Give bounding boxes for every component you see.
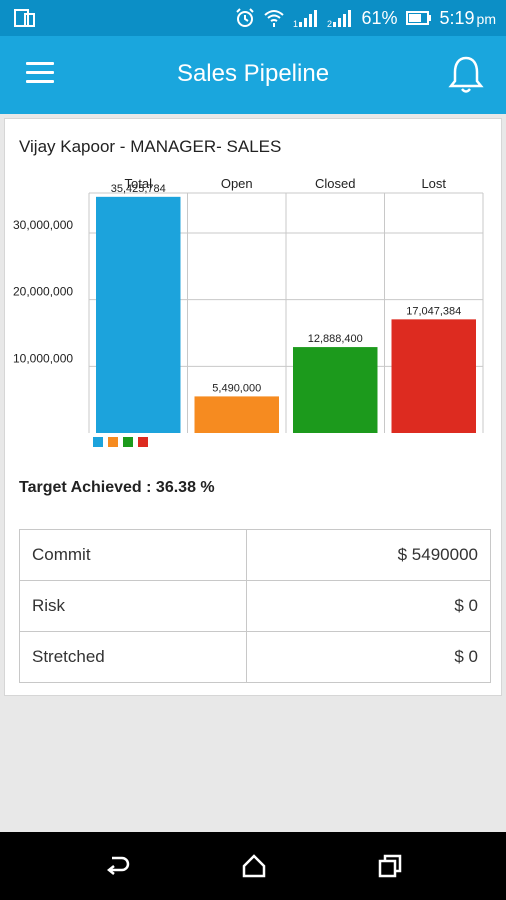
battery-percent: 61% bbox=[361, 7, 398, 28]
menu-icon[interactable] bbox=[26, 62, 54, 86]
navigation-bar bbox=[0, 832, 506, 900]
category-label: Lost bbox=[421, 176, 446, 191]
pipeline-chart: 10,000,000 20,000,000 30,000,000 Total35,42… bbox=[13, 176, 484, 447]
legend-swatch bbox=[108, 437, 118, 447]
svg-text:1: 1 bbox=[293, 19, 298, 28]
home-icon[interactable] bbox=[240, 852, 268, 880]
wifi-icon bbox=[264, 10, 285, 27]
y-tick-label: 30,000,000 bbox=[13, 218, 73, 232]
category-label: Closed bbox=[315, 176, 355, 191]
table-row: Commit $ 5490000 bbox=[19, 529, 492, 581]
manager-name: Vijay Kapoor - MANAGER- SALES bbox=[19, 137, 282, 156]
table-row: Stretched $ 0 bbox=[19, 631, 492, 683]
summary-table: Commit $ 5490000 Risk $ 0 Stretched $ 0 bbox=[19, 529, 492, 683]
recent-apps-icon[interactable] bbox=[376, 852, 404, 880]
clock-time: 5:19 bbox=[439, 7, 475, 28]
bar-closed bbox=[293, 347, 378, 433]
pipeline-card: Vijay Kapoor - MANAGER- SALES 10,000,000… bbox=[4, 118, 502, 696]
clock-ampm: pm bbox=[476, 10, 496, 27]
row-label: Commit bbox=[19, 529, 247, 581]
row-label: Stretched bbox=[19, 631, 247, 683]
y-tick-label: 10,000,000 bbox=[13, 351, 73, 365]
page-title: Sales Pipeline bbox=[176, 60, 330, 87]
bar-total bbox=[96, 196, 181, 433]
value-label: 35,425,784 bbox=[111, 183, 166, 195]
category-label: Open bbox=[221, 176, 253, 191]
row-value: $ 5490000 bbox=[245, 529, 492, 581]
bar-lost bbox=[391, 319, 476, 433]
status-bar: 1 2 61% 5:19 pm bbox=[0, 0, 506, 36]
signal-2-icon: 2 bbox=[327, 10, 352, 28]
bell-icon[interactable] bbox=[448, 54, 484, 96]
row-value: $ 0 bbox=[245, 580, 492, 632]
value-label: 12,888,400 bbox=[308, 333, 363, 345]
legend-swatch bbox=[123, 437, 133, 447]
bar-open bbox=[194, 396, 279, 433]
category-label: Total bbox=[125, 176, 153, 191]
target-achieved: Target Achieved : 36.38 % bbox=[19, 479, 215, 496]
back-icon[interactable] bbox=[104, 852, 132, 880]
battery-icon bbox=[405, 11, 431, 25]
legend-swatch bbox=[93, 437, 103, 447]
svg-text:2: 2 bbox=[327, 19, 332, 28]
y-tick-label: 20,000,000 bbox=[13, 285, 73, 299]
row-label: Risk bbox=[19, 580, 247, 632]
table-row: Risk $ 0 bbox=[19, 580, 492, 632]
app-bar: Sales Pipeline bbox=[0, 36, 506, 114]
alarm-icon bbox=[236, 8, 255, 27]
screen-mirror-icon bbox=[14, 9, 35, 27]
row-value: $ 0 bbox=[245, 631, 492, 683]
value-label: 5,490,000 bbox=[212, 382, 261, 394]
signal-1-icon: 1 bbox=[293, 10, 318, 28]
value-label: 17,047,384 bbox=[406, 305, 461, 317]
legend-swatch bbox=[138, 437, 148, 447]
